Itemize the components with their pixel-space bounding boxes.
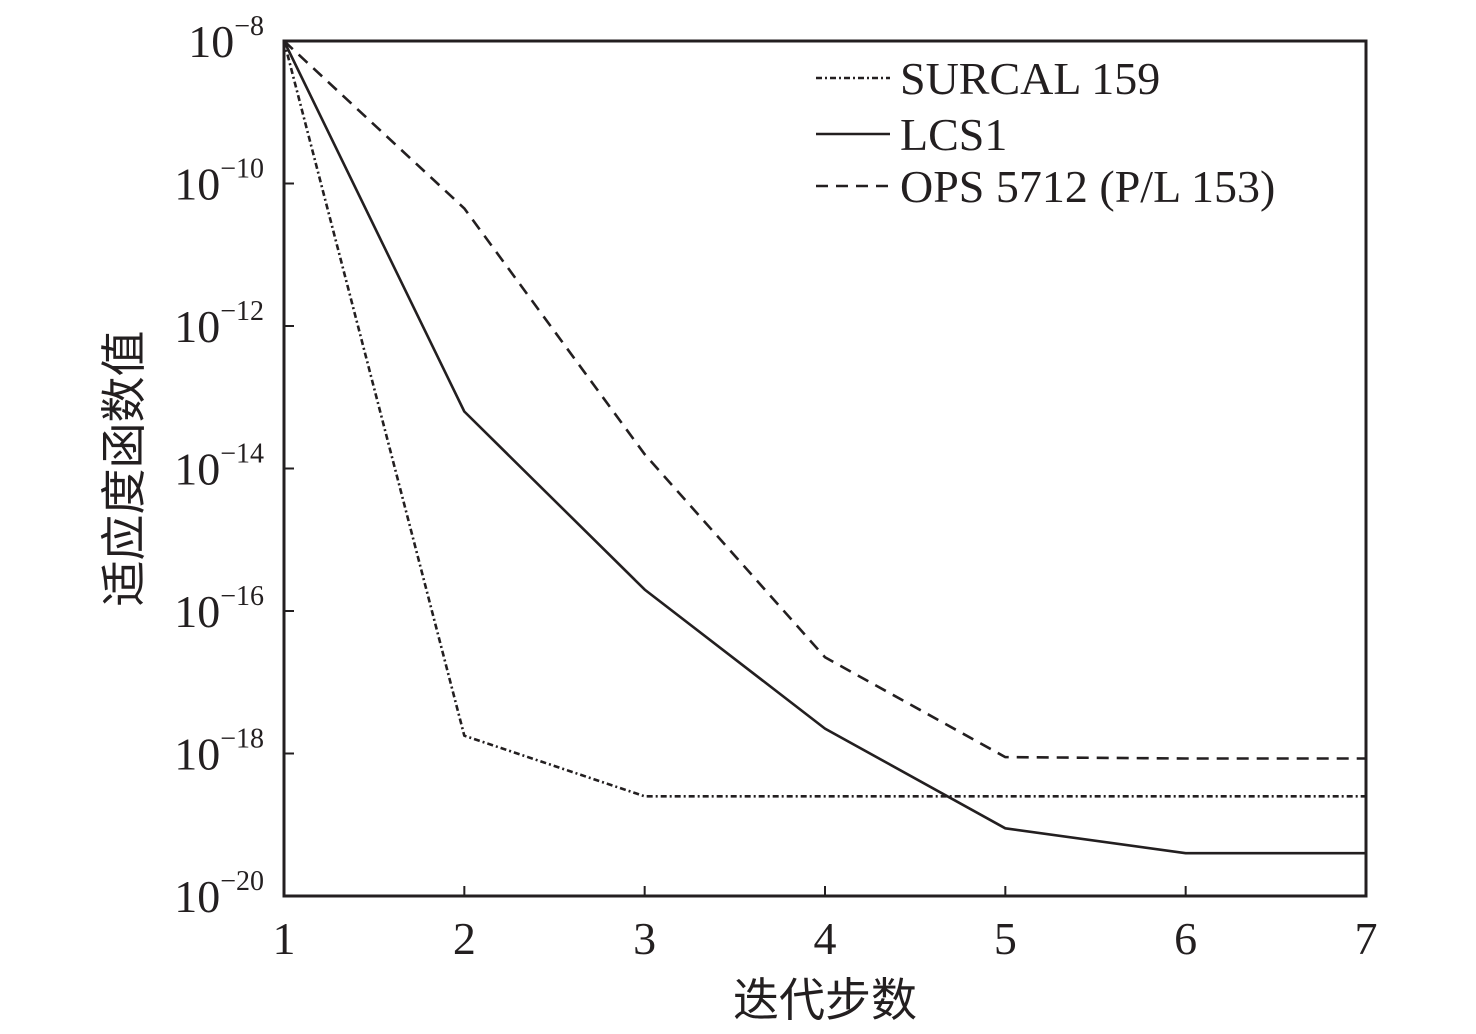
y-tick-label: 10−16: [174, 581, 264, 637]
x-tick-label: 3: [633, 913, 656, 964]
series-layer: [282, 40, 1366, 855]
x-tick-label: 4: [814, 913, 837, 964]
legend-label-3: OPS 5712 (P/L 153): [900, 161, 1275, 212]
y-tick-label: 10−18: [174, 724, 264, 780]
x-axis: 1 2 3 4 5 6 7: [273, 886, 1378, 964]
x-tick-label: 7: [1355, 913, 1378, 964]
y-tick-label: 10−12: [174, 296, 264, 352]
y-tick-label: 10−20: [174, 866, 264, 922]
x-tick-label: 1: [273, 913, 296, 964]
legend-label-1: SURCAL 159: [900, 53, 1160, 104]
x-tick-label: 6: [1174, 913, 1197, 964]
legend-label-2: LCS1: [900, 109, 1007, 160]
x-tick-label: 5: [994, 913, 1017, 964]
x-tick-label: 2: [453, 913, 476, 964]
series-line-1: [282, 40, 1366, 798]
series-line-2: [282, 40, 1366, 855]
y-tick-label: 10−8: [188, 11, 264, 67]
y-tick-label: 10−10: [174, 154, 264, 210]
x-axis-label: 迭代步数: [733, 975, 917, 1026]
y-axis-label: 适应度函数值: [99, 331, 150, 607]
y-tick-label: 10−14: [174, 439, 264, 495]
y-axis: 10−8 10−10 10−12 10−14 10−16 10−18 10−20: [174, 11, 294, 922]
series-line-3: [283, 40, 1366, 760]
